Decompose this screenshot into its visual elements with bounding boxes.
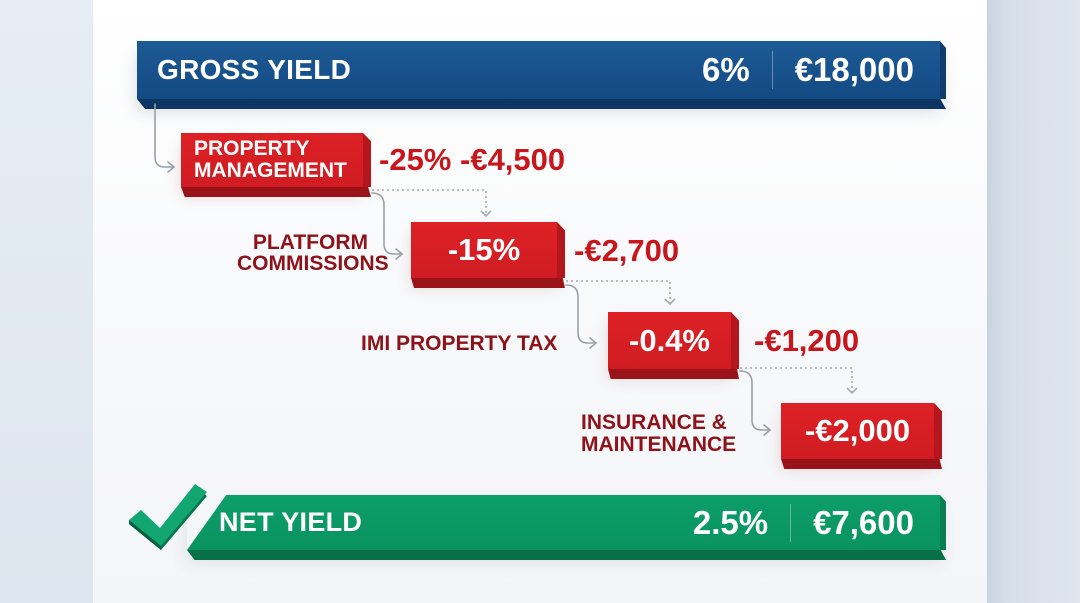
insurance-maintenance-amount: -€2,000 bbox=[804, 413, 911, 448]
gross-yield-percent: 6% bbox=[702, 51, 750, 88]
net-yield-face bbox=[187, 495, 940, 550]
platform-commissions-face bbox=[411, 222, 557, 278]
gross-yield-label: GROSS YIELD bbox=[157, 54, 352, 85]
insurance-maintenance-label-2: MAINTENANCE bbox=[581, 433, 737, 456]
imi-property-tax-amount: -€1,200 bbox=[754, 323, 860, 358]
gross-yield-amount: €18,000 bbox=[794, 51, 914, 88]
platform-commissions-percent: -15% bbox=[447, 232, 521, 267]
gross-yield-face bbox=[137, 41, 940, 99]
net-yield-amount: €7,600 bbox=[813, 503, 914, 541]
insurance-maintenance-label: INSURANCE & MAINTENANCE bbox=[581, 412, 736, 456]
property-management-face bbox=[181, 133, 363, 187]
imi-property-tax-percent: -0.4% bbox=[629, 322, 710, 358]
checkmark-icon bbox=[129, 484, 207, 550]
net-yield-percent: 2.5% bbox=[692, 503, 769, 541]
background-right bbox=[987, 0, 1080, 603]
property-management-values: -25% -€4,500 bbox=[379, 142, 565, 178]
platform-commissions-label-1: PLATFORM bbox=[252, 231, 368, 254]
background-left bbox=[0, 0, 93, 603]
platform-commissions-block: -15% bbox=[411, 222, 557, 278]
imi-property-tax-label: IMI PROPERTY TAX bbox=[361, 332, 558, 355]
gross-divider bbox=[771, 51, 773, 89]
imi-property-tax-face bbox=[608, 312, 731, 369]
platform-commissions-amount: -€2,700 bbox=[574, 233, 680, 268]
imi-property-tax-block: -0.4% bbox=[608, 312, 731, 369]
platform-commissions-label-2: COMMISSIONS bbox=[237, 252, 389, 275]
property-management-block: PROPERTY MANAGEMENT bbox=[181, 133, 363, 187]
property-management-percent: -25% bbox=[379, 142, 452, 177]
net-divider bbox=[790, 503, 792, 542]
insurance-maintenance-block: -€2,000 bbox=[781, 403, 934, 459]
property-management-label-2: MANAGEMENT bbox=[194, 159, 347, 182]
net-yield-bar: NET YIELD 2.5% €7,600 bbox=[187, 495, 940, 550]
platform-commissions-label: PLATFORM COMMISSIONS bbox=[237, 231, 389, 275]
property-management-label-1: PROPERTY bbox=[194, 137, 310, 160]
gross-yield-bar: GROSS YIELD 6% €18,000 bbox=[137, 41, 940, 99]
insurance-maintenance-label-1: INSURANCE & bbox=[581, 411, 727, 434]
net-yield-label: NET YIELD bbox=[219, 507, 363, 537]
property-management-amount: -€4,500 bbox=[460, 142, 566, 177]
insurance-maintenance-face bbox=[781, 403, 934, 459]
